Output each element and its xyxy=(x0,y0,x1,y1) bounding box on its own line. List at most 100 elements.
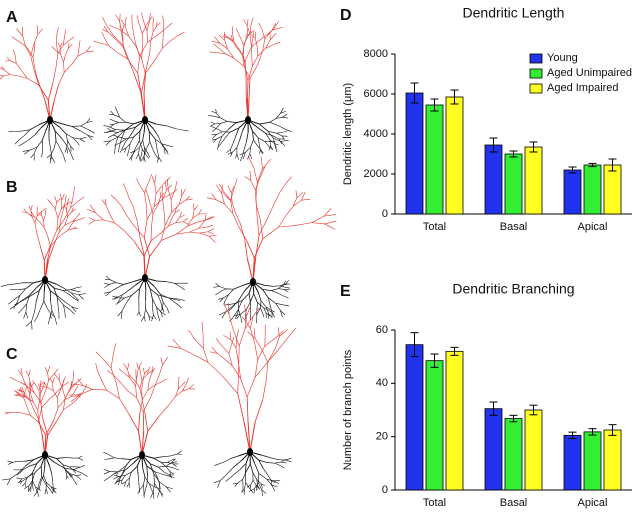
dendrite xyxy=(135,141,139,149)
dendrite xyxy=(173,468,179,470)
dendrite xyxy=(111,354,113,368)
dendrite xyxy=(123,25,124,30)
dendrite xyxy=(64,64,72,72)
dendrite xyxy=(259,124,268,131)
dendrite xyxy=(16,478,21,479)
dendrite xyxy=(254,328,255,338)
dendrite xyxy=(65,195,66,203)
y-tick-label: 60 xyxy=(376,324,388,336)
dendrite xyxy=(216,132,222,135)
bar xyxy=(564,170,581,214)
dendrite xyxy=(52,310,55,318)
dendrite xyxy=(2,479,10,480)
dendrite xyxy=(262,349,268,362)
dendrite xyxy=(160,301,161,306)
dendrite xyxy=(258,50,263,64)
dendrite xyxy=(161,358,163,365)
dendrite xyxy=(257,303,258,311)
dendrite xyxy=(154,193,156,206)
dendrite xyxy=(56,34,57,43)
dendrite xyxy=(229,345,231,354)
bar xyxy=(485,409,502,490)
dendrite xyxy=(262,289,268,297)
dendrite xyxy=(159,157,162,162)
dendrite xyxy=(31,383,34,388)
dendrite xyxy=(137,221,140,237)
x-tick-label: Basal xyxy=(500,221,528,233)
dendrite xyxy=(140,42,148,56)
dendrite xyxy=(56,141,60,149)
dendrite xyxy=(153,149,156,155)
dendrite xyxy=(138,475,139,482)
dendrite xyxy=(48,236,51,247)
dendrite xyxy=(5,412,9,413)
dendrite xyxy=(263,39,265,50)
dendrite xyxy=(60,148,63,155)
dendrite xyxy=(74,470,82,473)
panel-label: B xyxy=(6,179,18,196)
dendrite xyxy=(247,81,248,98)
dendrite xyxy=(273,286,280,287)
dendrite xyxy=(57,27,59,34)
dendrite xyxy=(139,289,140,299)
dendrite xyxy=(37,140,42,147)
dendrite xyxy=(170,36,177,41)
dendrite xyxy=(260,301,261,308)
dendrite xyxy=(114,123,119,125)
dendrite xyxy=(278,289,284,290)
dendrite xyxy=(63,290,71,291)
dendrite xyxy=(161,225,165,240)
dendrite xyxy=(51,149,54,155)
dendrite xyxy=(164,213,165,225)
dendrite xyxy=(5,70,11,74)
dendrite xyxy=(200,233,209,236)
dendrite xyxy=(138,413,139,431)
dendrite xyxy=(245,240,248,259)
dendrite xyxy=(142,59,146,74)
dendrite xyxy=(239,131,242,141)
dendrite xyxy=(216,338,221,345)
dendrite xyxy=(247,377,255,397)
dendrite xyxy=(205,213,206,220)
dendrite xyxy=(25,46,30,56)
dendrite xyxy=(155,174,157,183)
dendrite xyxy=(106,276,110,280)
dendrite xyxy=(149,131,155,139)
dendrite xyxy=(250,464,253,473)
dendrite xyxy=(106,390,119,399)
dendrite xyxy=(119,139,121,146)
dendrite xyxy=(108,136,112,138)
dendrite xyxy=(127,483,129,487)
dendrite xyxy=(71,391,75,396)
dendrite xyxy=(252,52,253,66)
dendrite xyxy=(80,465,85,467)
dendrite xyxy=(129,198,134,208)
dendrite xyxy=(57,397,58,407)
dendrite xyxy=(121,20,125,27)
dendrite xyxy=(101,379,107,390)
dendrite xyxy=(259,220,267,235)
dendrite xyxy=(267,463,275,464)
dendrite xyxy=(118,146,119,152)
dendrite xyxy=(18,309,22,314)
dendrite xyxy=(251,480,253,485)
dendrite xyxy=(296,190,297,197)
dendrite xyxy=(189,330,195,339)
legend-swatch xyxy=(530,54,542,63)
dendrite xyxy=(157,149,159,157)
dendrite xyxy=(254,168,257,182)
dendrite xyxy=(195,340,203,349)
dendrite xyxy=(283,131,288,133)
dendrite xyxy=(233,136,236,143)
dendrite xyxy=(175,181,177,189)
bar xyxy=(505,419,522,490)
dendrite xyxy=(116,199,121,206)
dendrite xyxy=(171,189,175,199)
dendrite xyxy=(41,387,43,393)
dendrite xyxy=(134,226,144,238)
dendrite xyxy=(160,365,163,374)
dendrite xyxy=(29,135,35,140)
dendrite xyxy=(244,483,245,489)
dendrite xyxy=(258,293,261,301)
dendrite xyxy=(66,475,67,479)
